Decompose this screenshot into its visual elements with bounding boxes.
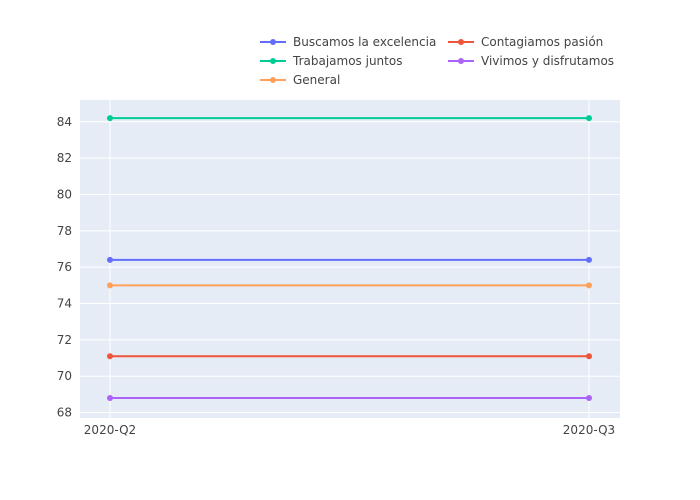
data-point [107,353,113,360]
data-point [107,115,113,122]
legend-label: Trabajamos juntos [292,54,402,68]
legend-item[interactable]: Trabajamos juntos [260,54,402,68]
axes: 68 70 72 74 76 78 80 82 84 2020-Q2 2020-Q3 [57,115,615,437]
legend: Buscamos la excelencia Contagiamos pasión… [260,35,614,87]
y-tick-label: 82 [57,151,72,165]
data-point [586,115,592,122]
legend-swatch-marker [270,77,276,83]
data-point [586,353,592,360]
y-tick-label: 74 [57,297,72,311]
legend-swatch-marker [270,39,276,45]
legend-label: Buscamos la excelencia [293,35,436,49]
y-tick-label: 70 [57,369,72,383]
series-layer [107,115,592,402]
data-point [586,282,592,289]
y-tick-label: 72 [57,333,72,347]
data-point [586,395,592,402]
x-tick-label: 2020-Q2 [84,423,136,437]
x-tick-label: 2020-Q3 [563,423,615,437]
legend-swatch-marker [458,58,464,64]
y-tick-label: 84 [57,115,72,129]
legend-item[interactable]: Buscamos la excelencia [260,35,436,49]
data-point [107,256,113,263]
legend-item[interactable]: Contagiamos pasión [448,35,603,49]
legend-label: Vivimos y disfrutamos [481,54,614,68]
data-point [107,282,113,289]
data-point [586,256,592,263]
legend-item[interactable]: General [260,73,340,87]
legend-item[interactable]: Vivimos y disfrutamos [448,54,614,68]
legend-label: Contagiamos pasión [481,35,603,49]
data-point [107,395,113,402]
y-tick-label: 80 [57,187,72,201]
legend-swatch-marker [270,58,276,64]
y-tick-label: 76 [57,260,72,274]
y-tick-label: 78 [57,224,72,238]
y-tick-label: 68 [57,406,72,420]
legend-label: General [293,73,340,87]
legend-swatch-marker [458,39,464,45]
